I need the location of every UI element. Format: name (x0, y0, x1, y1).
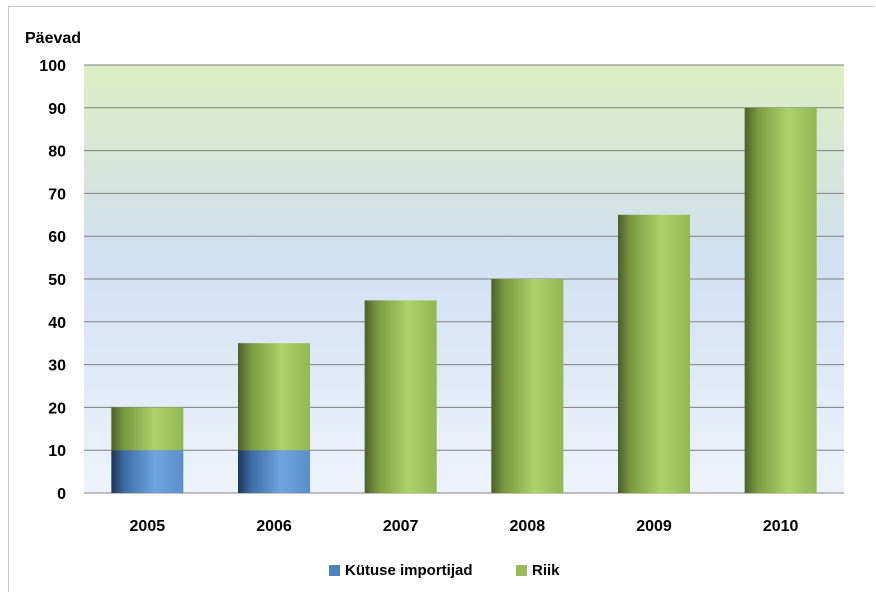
bar-2008-riik (491, 279, 564, 493)
y-tick-label-50: 50 (48, 272, 66, 289)
y-tick-label-80: 80 (48, 144, 66, 161)
bar-2009-riik (618, 214, 690, 494)
bar-2007-riik (364, 300, 437, 493)
y-tick-label-20: 20 (48, 400, 66, 417)
x-axis-ticks: 2005 2006 2007 2008 2009 2010 (130, 518, 799, 535)
bar-2005-kutuse-importijad (111, 450, 184, 493)
bar-2005-riik (111, 407, 184, 451)
y-tick-label-30: 30 (48, 358, 66, 375)
legend-swatch-riik (516, 565, 527, 576)
y-tick-label-100: 100 (39, 58, 66, 75)
x-tick-label-2010: 2010 (763, 518, 799, 535)
bar-2006-kutuse-importijad (238, 450, 310, 493)
y-tick-label-10: 10 (48, 443, 66, 460)
legend-label-riik: Riik (532, 562, 560, 579)
y-tick-label-0: 0 (57, 486, 66, 503)
y-tick-label-70: 70 (48, 186, 66, 203)
bar-2010-riik (744, 107, 817, 494)
x-tick-label-2006: 2006 (256, 518, 292, 535)
y-tick-label-60: 60 (48, 229, 66, 246)
x-tick-label-2005: 2005 (130, 518, 166, 535)
gridlines (84, 64, 844, 494)
y-axis-ticks: 0 10 20 30 40 50 60 70 80 90 100 (39, 58, 66, 503)
y-tick-label-40: 40 (48, 315, 66, 332)
x-tick-label-2008: 2008 (510, 518, 546, 535)
x-tick-label-2009: 2009 (636, 518, 672, 535)
bars (111, 107, 817, 494)
legend: Kütuse importijad Riik (329, 562, 560, 579)
y-axis-label: Päevad (25, 30, 81, 47)
x-tick-label-2007: 2007 (383, 518, 419, 535)
legend-swatch-kutuse-importijad (329, 565, 340, 576)
bar-2006-riik (238, 343, 310, 451)
legend-label-kutuse-importijad: Kütuse importijad (345, 562, 473, 579)
chart-frame (8, 6, 874, 592)
y-tick-label-90: 90 (48, 101, 66, 118)
